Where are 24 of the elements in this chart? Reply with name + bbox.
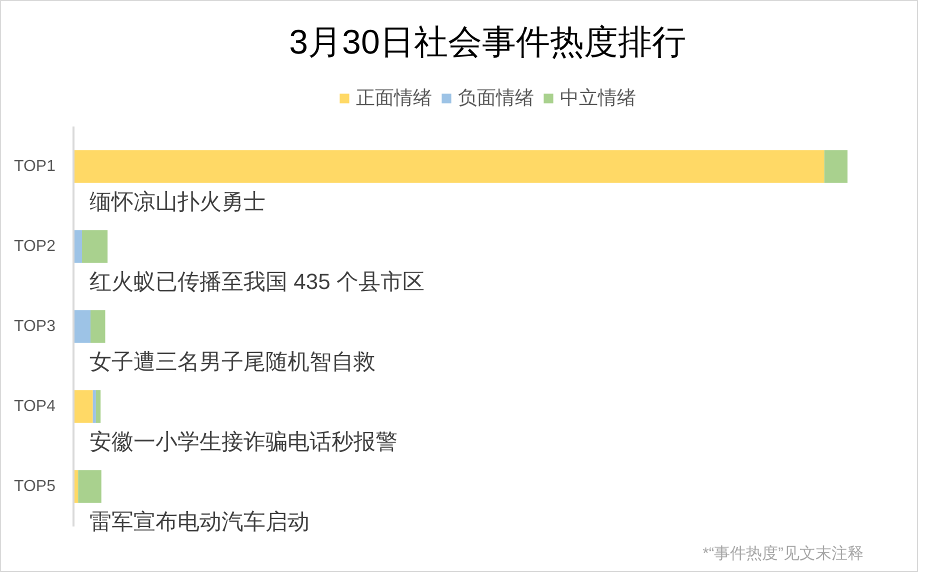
chart-title: 3月30日社会事件热度排行: [289, 24, 686, 62]
y-tick-label: TOP4: [14, 398, 56, 415]
bar: [74, 310, 91, 343]
y-tick-label: TOP2: [14, 238, 56, 255]
bar: [74, 150, 824, 183]
y-tick-label: TOP3: [14, 318, 56, 335]
y-tick-label: TOP1: [14, 158, 56, 175]
bar: [90, 310, 106, 343]
bar: [82, 230, 108, 263]
bar: [824, 150, 848, 183]
y-tick-label: TOP5: [14, 478, 56, 495]
bar: [74, 390, 93, 423]
legend-label: 负面情绪: [458, 87, 534, 111]
bar: [96, 390, 101, 423]
annotation: 缅怀凉山扑火勇士: [90, 189, 266, 214]
annotation: 雷军宣布电动汽车启动: [90, 509, 310, 534]
bar: [92, 390, 96, 423]
bar: [78, 470, 102, 503]
legend-label: 中立情绪: [560, 87, 636, 111]
annotation: 安徽一小学生接诈骗电话秒报警: [90, 429, 398, 454]
text: *“事件热度”见文末注释: [702, 544, 864, 562]
annotation: 红火蚁已传播至我国 435 个县市区: [90, 269, 424, 294]
legend-label: 正面情绪: [356, 87, 432, 111]
annotation: 女子遭三名男子尾随机智自救: [90, 349, 376, 374]
